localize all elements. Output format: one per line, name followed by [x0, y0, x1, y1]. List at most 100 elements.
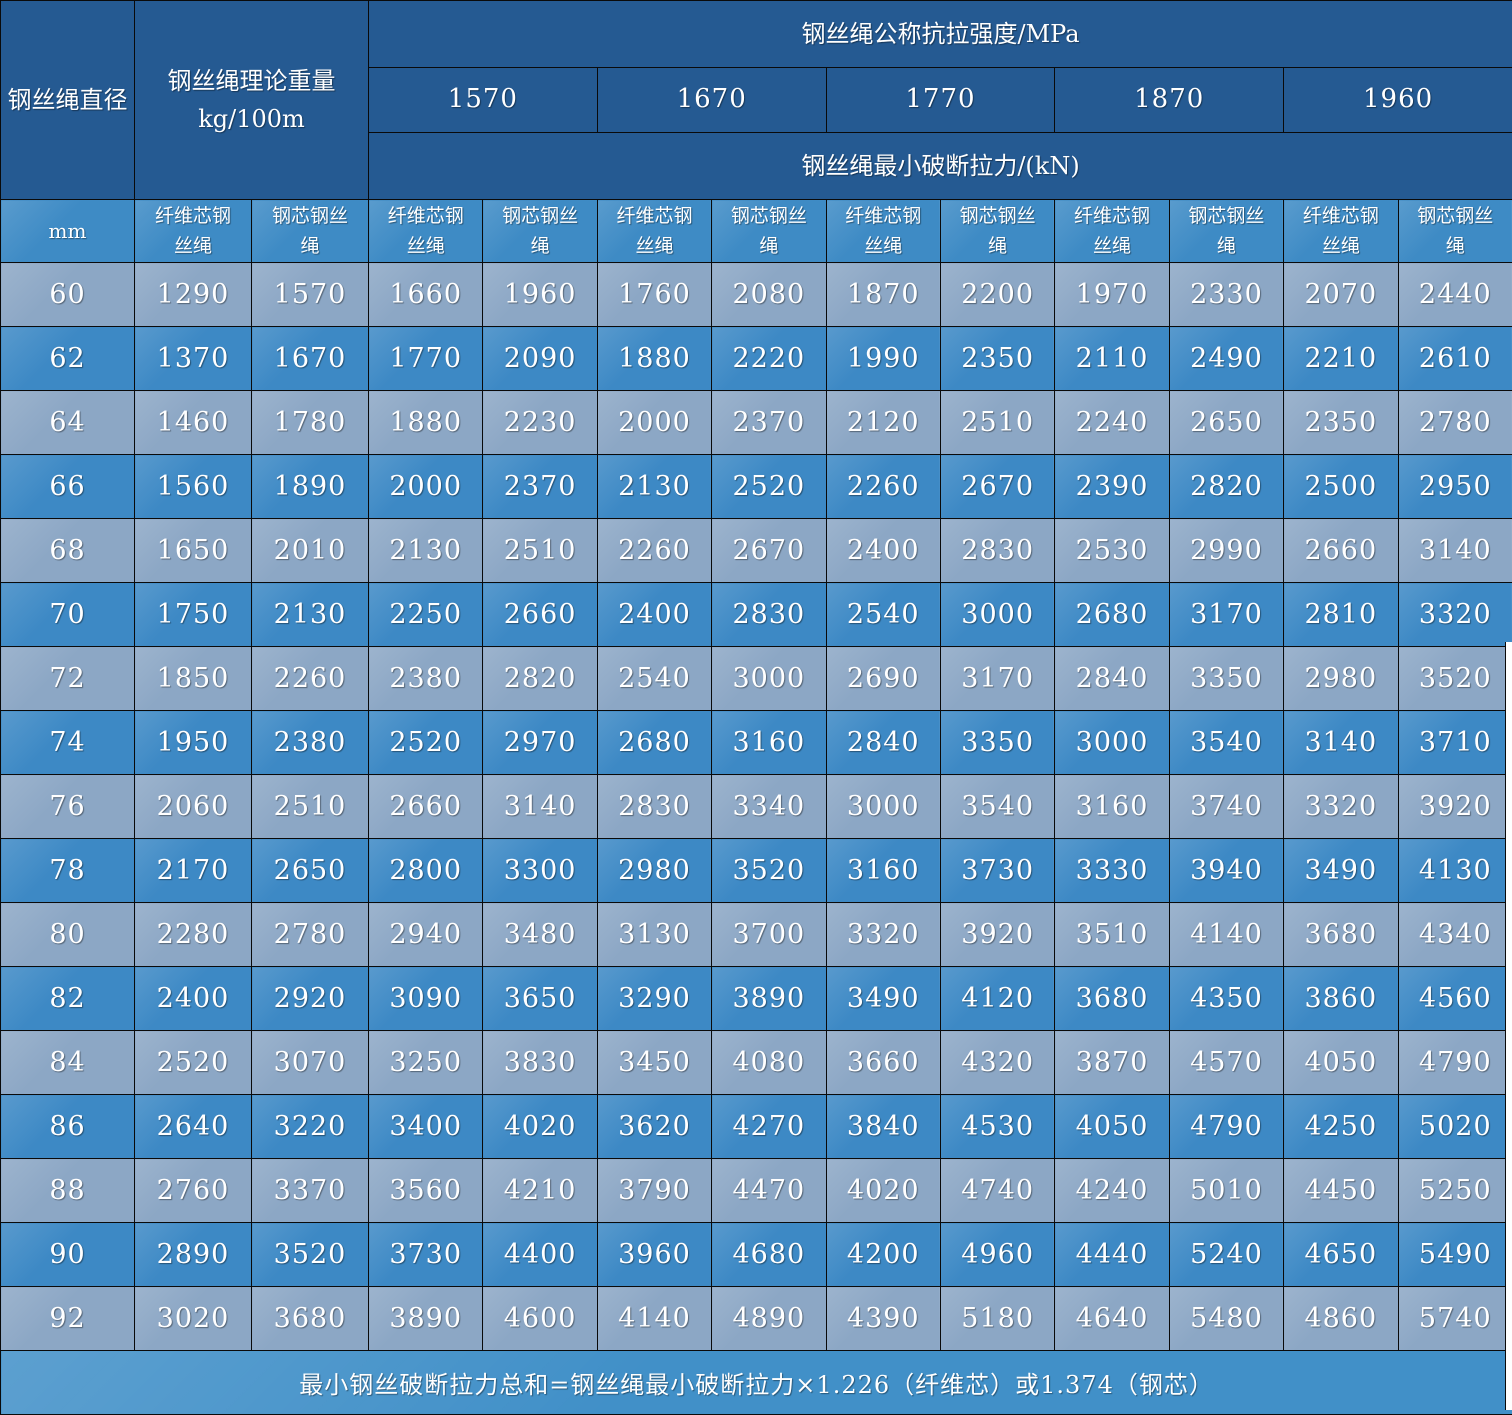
value-cell: 2170 — [135, 839, 252, 903]
value-cell: 1370 — [135, 327, 252, 391]
value-cell: 3350 — [940, 711, 1054, 775]
value-cell: 2830 — [597, 775, 711, 839]
value-cell: 1560 — [135, 455, 252, 519]
value-cell: 2120 — [826, 391, 940, 455]
value-cell: 2510 — [940, 391, 1054, 455]
value-cell: 1780 — [252, 391, 369, 455]
value-cell: 1650 — [135, 519, 252, 583]
value-cell: 2660 — [1284, 519, 1398, 583]
value-cell: 2990 — [1169, 519, 1283, 583]
right-edge-gutter — [1505, 642, 1512, 1410]
diameter-cell: 62 — [1, 327, 135, 391]
value-cell: 4680 — [712, 1223, 826, 1287]
value-cell: 4890 — [712, 1287, 826, 1351]
value-cell: 3840 — [826, 1095, 940, 1159]
value-cell: 2080 — [712, 263, 826, 327]
value-cell: 3680 — [252, 1287, 369, 1351]
diameter-cell: 78 — [1, 839, 135, 903]
value-cell: 2690 — [826, 647, 940, 711]
value-cell: 1870 — [826, 263, 940, 327]
value-cell: 3300 — [483, 839, 597, 903]
value-cell: 1950 — [135, 711, 252, 775]
value-cell: 2380 — [252, 711, 369, 775]
value-cell: 4790 — [1398, 1031, 1512, 1095]
value-cell: 3000 — [1055, 711, 1169, 775]
value-cell: 3160 — [712, 711, 826, 775]
strength-grade-1960: 1960 — [1284, 68, 1512, 133]
value-cell: 1570 — [252, 263, 369, 327]
diameter-cell: 92 — [1, 1287, 135, 1351]
value-cell: 2530 — [1055, 519, 1169, 583]
steel-core-header: 钢芯钢丝 绳 — [712, 200, 826, 263]
value-cell: 1850 — [135, 647, 252, 711]
value-cell: 2660 — [369, 775, 483, 839]
value-cell: 4470 — [712, 1159, 826, 1223]
value-cell: 2400 — [826, 519, 940, 583]
value-cell: 3320 — [1284, 775, 1398, 839]
value-cell: 3660 — [826, 1031, 940, 1095]
value-cell: 5240 — [1169, 1223, 1283, 1287]
value-cell: 5250 — [1398, 1159, 1512, 1223]
value-cell: 4350 — [1169, 967, 1283, 1031]
value-cell: 4320 — [940, 1031, 1054, 1095]
value-cell: 2780 — [252, 903, 369, 967]
breaking-force-title: 钢丝绳最小破断拉力/(kN) — [369, 133, 1512, 200]
value-cell: 4020 — [826, 1159, 940, 1223]
value-cell: 1880 — [597, 327, 711, 391]
value-cell: 3680 — [1284, 903, 1398, 967]
value-cell: 3920 — [940, 903, 1054, 967]
value-cell: 3540 — [1169, 711, 1283, 775]
value-cell: 5180 — [940, 1287, 1054, 1351]
value-cell: 4450 — [1284, 1159, 1398, 1223]
value-cell: 3890 — [712, 967, 826, 1031]
strength-grade-1770: 1770 — [826, 68, 1055, 133]
value-cell: 2130 — [369, 519, 483, 583]
value-cell: 2510 — [483, 519, 597, 583]
value-cell: 4340 — [1398, 903, 1512, 967]
value-cell: 2350 — [940, 327, 1054, 391]
value-cell: 4130 — [1398, 839, 1512, 903]
value-cell: 5490 — [1398, 1223, 1512, 1287]
value-cell: 2810 — [1284, 583, 1398, 647]
value-cell: 2840 — [1055, 647, 1169, 711]
diameter-unit: mm — [1, 200, 135, 263]
fiber-core-header: 纤维芯钢 丝绳 — [826, 200, 940, 263]
value-cell: 3130 — [597, 903, 711, 967]
value-cell: 3170 — [940, 647, 1054, 711]
value-cell: 2800 — [369, 839, 483, 903]
value-cell: 1880 — [369, 391, 483, 455]
diameter-cell: 86 — [1, 1095, 135, 1159]
value-cell: 3730 — [940, 839, 1054, 903]
diameter-cell: 76 — [1, 775, 135, 839]
value-cell: 4390 — [826, 1287, 940, 1351]
value-cell: 3520 — [252, 1223, 369, 1287]
steel-core-header: 钢芯钢丝 绳 — [483, 200, 597, 263]
fiber-core-header: 纤维芯钢 丝绳 — [1055, 200, 1169, 263]
value-cell: 3790 — [597, 1159, 711, 1223]
strength-grade-1670: 1670 — [597, 68, 826, 133]
header-row-core-types: mm 纤维芯钢 丝绳 钢芯钢丝 绳 纤维芯钢 丝绳 钢芯钢丝 绳 纤维芯钢 丝绳… — [1, 200, 1512, 263]
diameter-cell: 70 — [1, 583, 135, 647]
value-cell: 1970 — [1055, 263, 1169, 327]
value-cell: 4020 — [483, 1095, 597, 1159]
value-cell: 2520 — [712, 455, 826, 519]
value-cell: 5740 — [1398, 1287, 1512, 1351]
value-cell: 4530 — [940, 1095, 1054, 1159]
value-cell: 3960 — [597, 1223, 711, 1287]
diameter-cell: 82 — [1, 967, 135, 1031]
value-cell: 2330 — [1169, 263, 1283, 327]
value-cell: 3400 — [369, 1095, 483, 1159]
value-cell: 2200 — [940, 263, 1054, 327]
value-cell: 3890 — [369, 1287, 483, 1351]
value-cell: 2970 — [483, 711, 597, 775]
value-cell: 2680 — [597, 711, 711, 775]
